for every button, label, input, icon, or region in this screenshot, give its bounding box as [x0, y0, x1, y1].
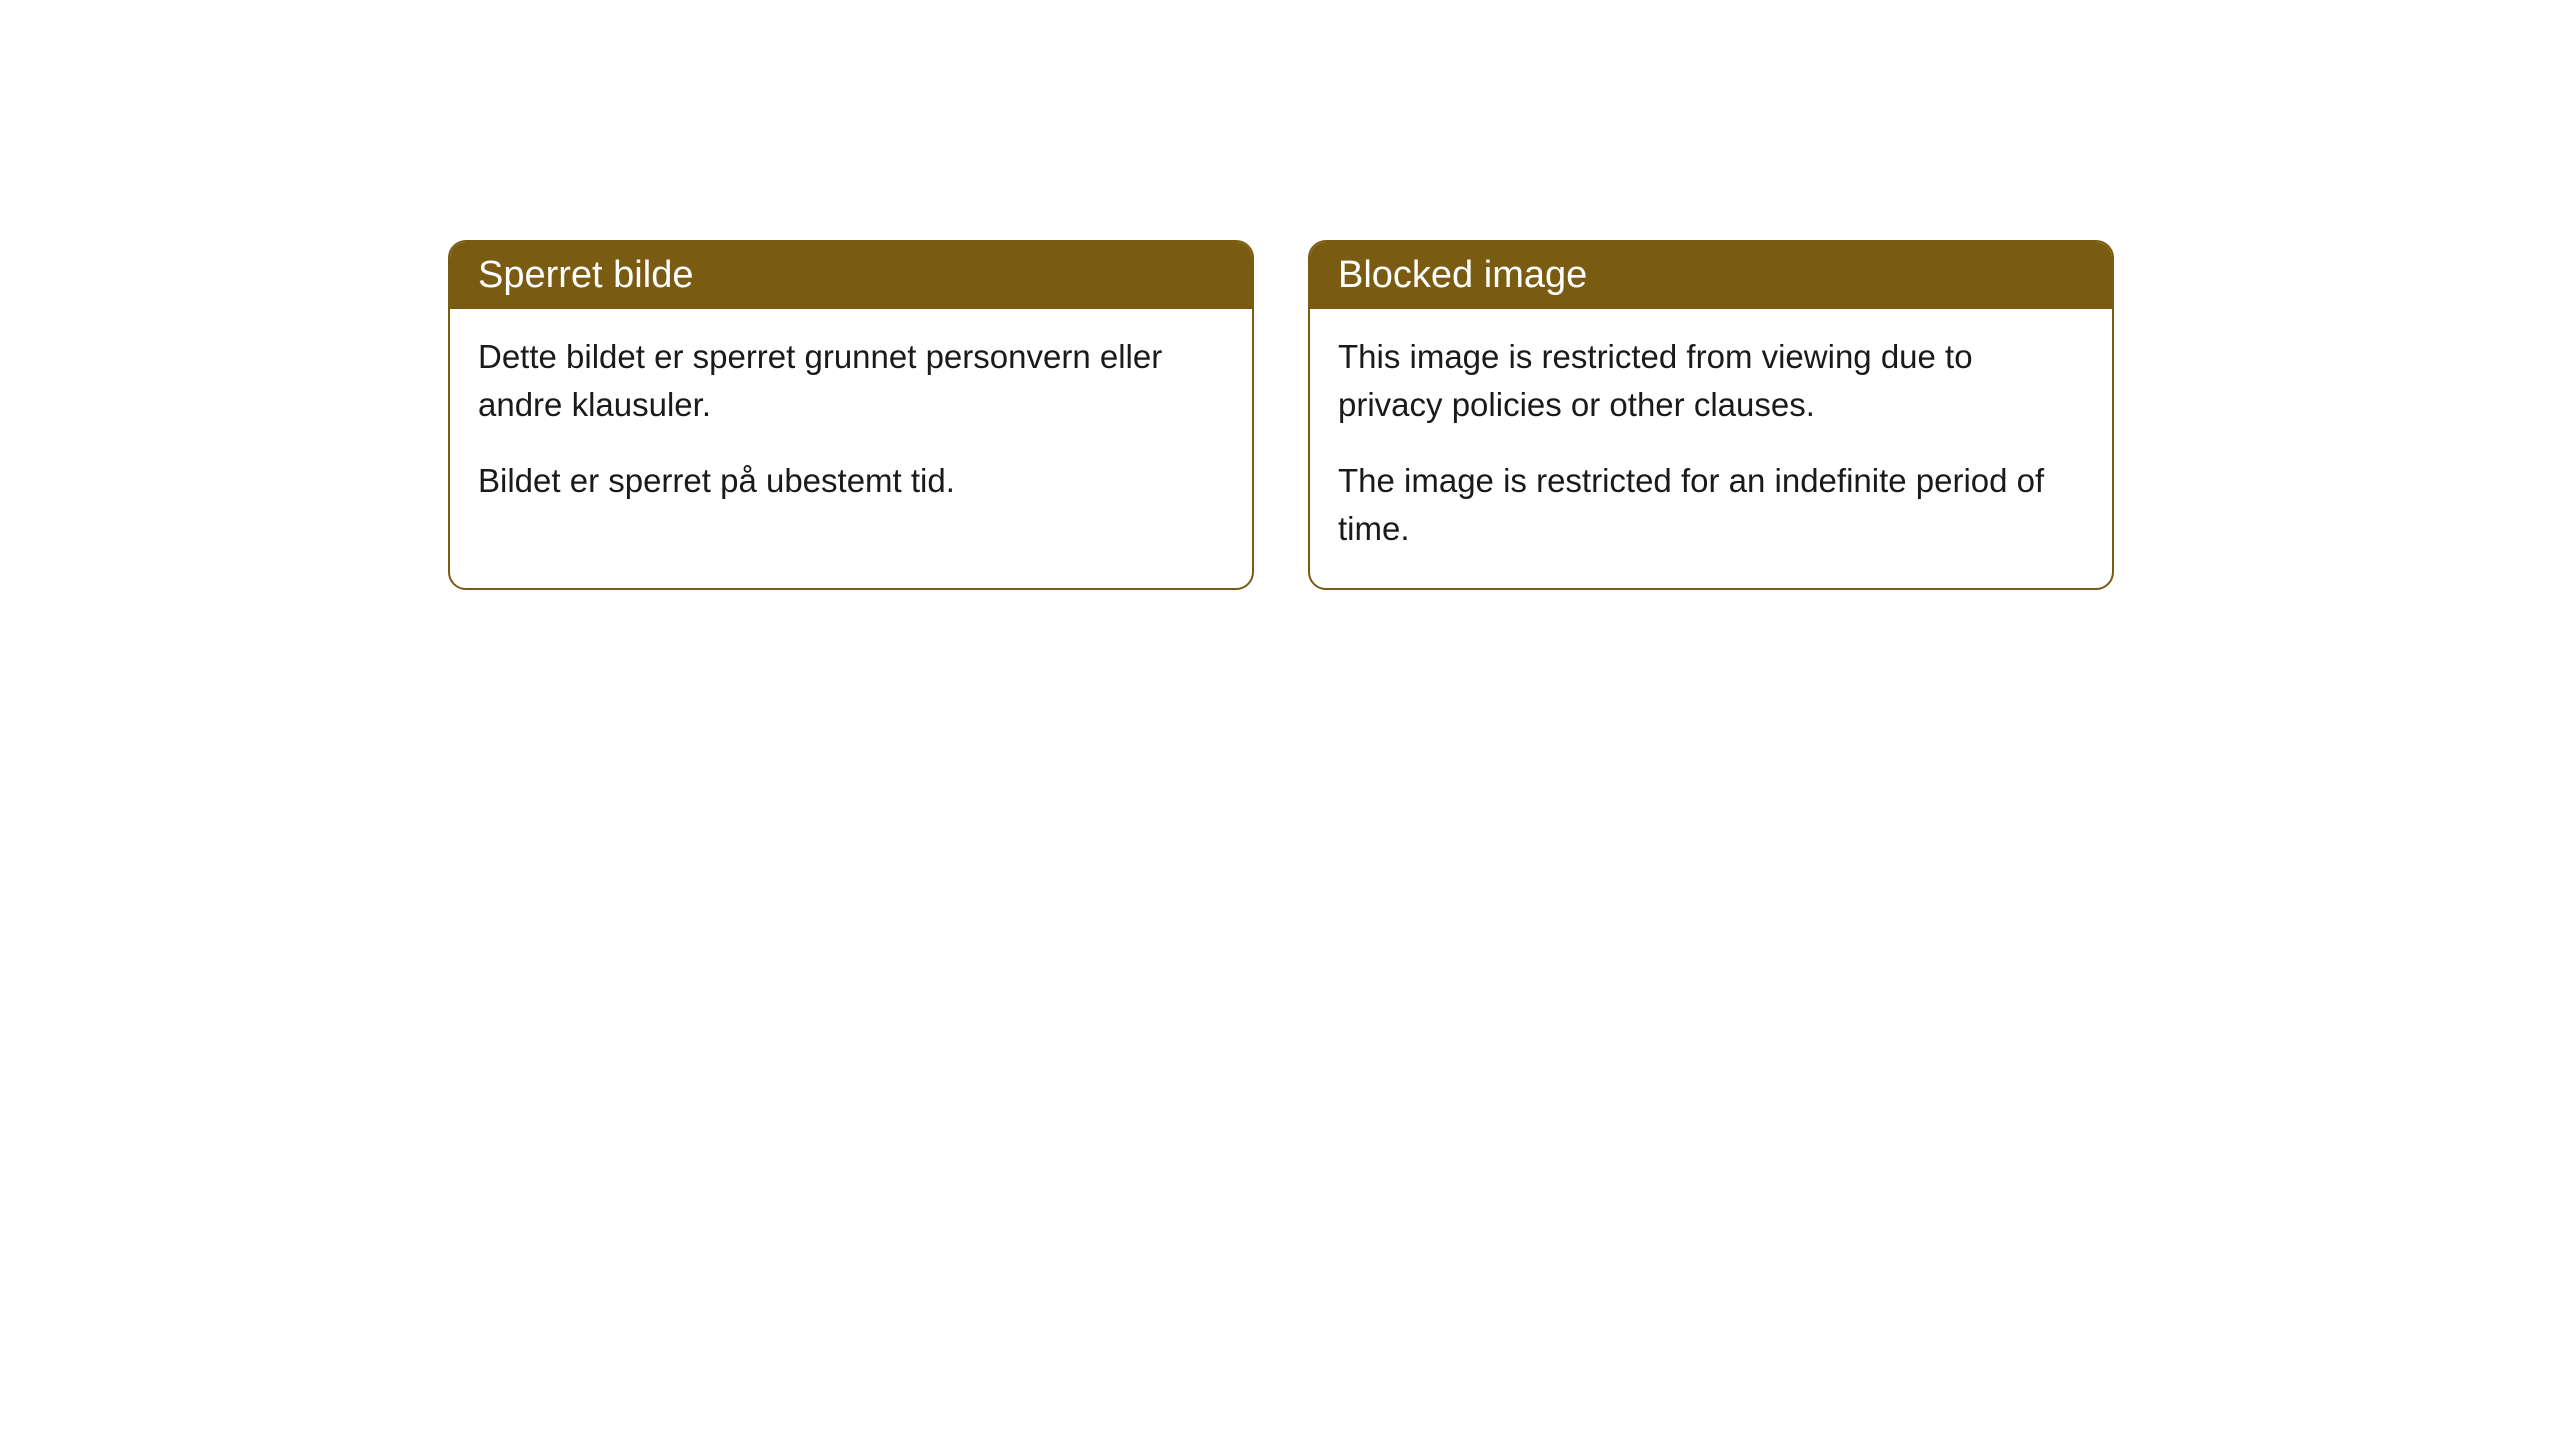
- card-paragraph-1: This image is restricted from viewing du…: [1338, 333, 2084, 429]
- blocked-image-card-english: Blocked image This image is restricted f…: [1308, 240, 2114, 590]
- card-header-norwegian: Sperret bilde: [450, 242, 1252, 309]
- card-body-norwegian: Dette bildet er sperret grunnet personve…: [450, 309, 1252, 541]
- card-paragraph-2: The image is restricted for an indefinit…: [1338, 457, 2084, 553]
- card-paragraph-2: Bildet er sperret på ubestemt tid.: [478, 457, 1224, 505]
- card-title: Blocked image: [1338, 254, 1587, 296]
- notice-cards-container: Sperret bilde Dette bildet er sperret gr…: [448, 240, 2114, 590]
- card-header-english: Blocked image: [1310, 242, 2112, 309]
- blocked-image-card-norwegian: Sperret bilde Dette bildet er sperret gr…: [448, 240, 1254, 590]
- card-title: Sperret bilde: [478, 254, 693, 296]
- card-body-english: This image is restricted from viewing du…: [1310, 309, 2112, 588]
- card-paragraph-1: Dette bildet er sperret grunnet personve…: [478, 333, 1224, 429]
